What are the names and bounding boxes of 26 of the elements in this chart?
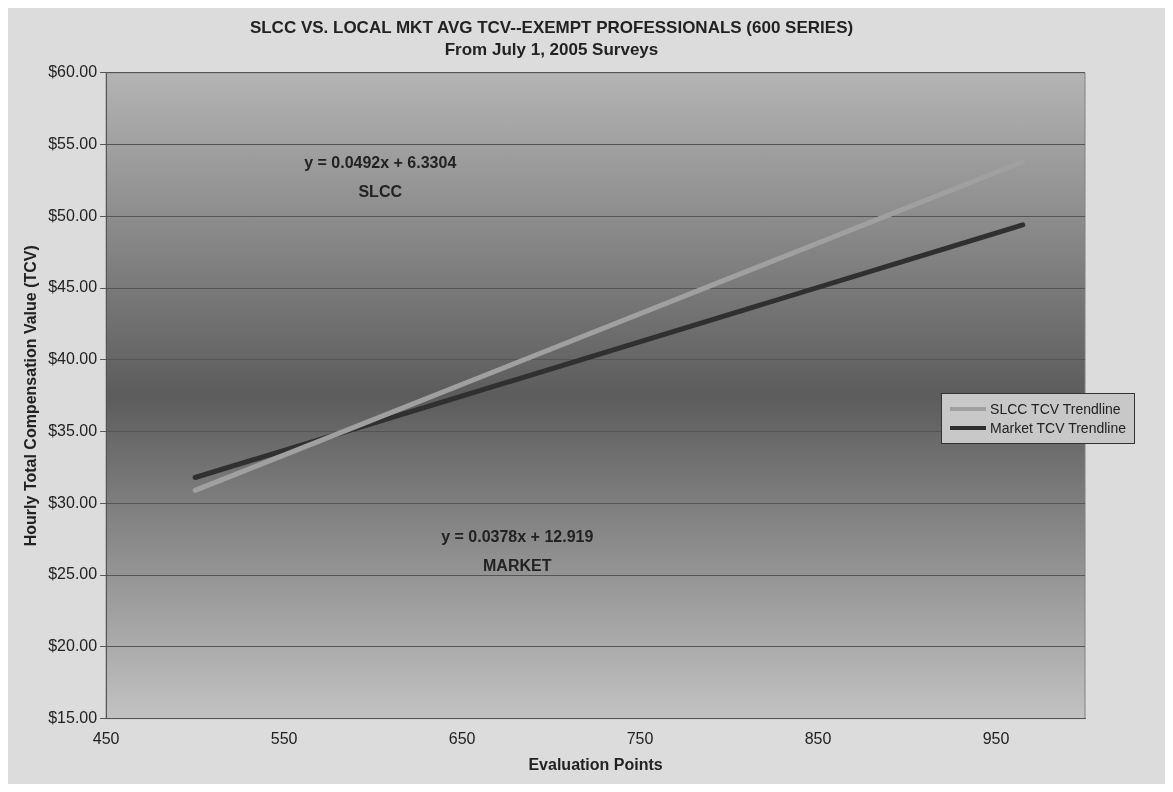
y-tick-label: $45.00 <box>48 278 98 296</box>
y-tick-label: $50.00 <box>48 206 98 224</box>
y-tick-label: $40.00 <box>48 350 98 368</box>
legend-label: SLCC TCV Trendline <box>990 401 1121 417</box>
y-axis-title: Hourly Total Compensation Value (TCV) <box>22 245 40 547</box>
y-tick-label: $30.00 <box>48 493 98 511</box>
y-tick-label: $25.00 <box>48 565 98 583</box>
x-tick-label: 950 <box>982 729 1010 747</box>
chart-subtitle: From July 1, 2005 Surveys <box>444 40 659 60</box>
annotation: MARKET <box>483 557 552 575</box>
y-tick-label: $20.00 <box>48 637 98 655</box>
annotation: y = 0.0378x + 12.919 <box>441 528 594 546</box>
chart-title: SLCC VS. LOCAL MKT AVG TCV--EXEMPT PROFESSIONALS (600 SERIES) <box>249 17 854 37</box>
x-axis-title: Evaluation Points <box>528 755 663 773</box>
annotation: y = 0.0492x + 6.3304 <box>304 153 457 171</box>
y-tick-label: $55.00 <box>48 134 98 152</box>
x-tick-label: 850 <box>804 729 832 747</box>
annotation: SLCC <box>358 182 403 200</box>
y-tick-label: $35.00 <box>48 421 98 439</box>
y-tick-label: $60.00 <box>48 63 98 81</box>
legend-label: Market TCV Trendline <box>990 420 1126 436</box>
x-tick-label: 750 <box>626 729 654 747</box>
y-tick-label: $15.00 <box>48 709 98 727</box>
x-tick-label: 450 <box>92 729 120 747</box>
x-tick-label: 650 <box>448 729 476 747</box>
x-tick-label: 550 <box>270 729 298 747</box>
